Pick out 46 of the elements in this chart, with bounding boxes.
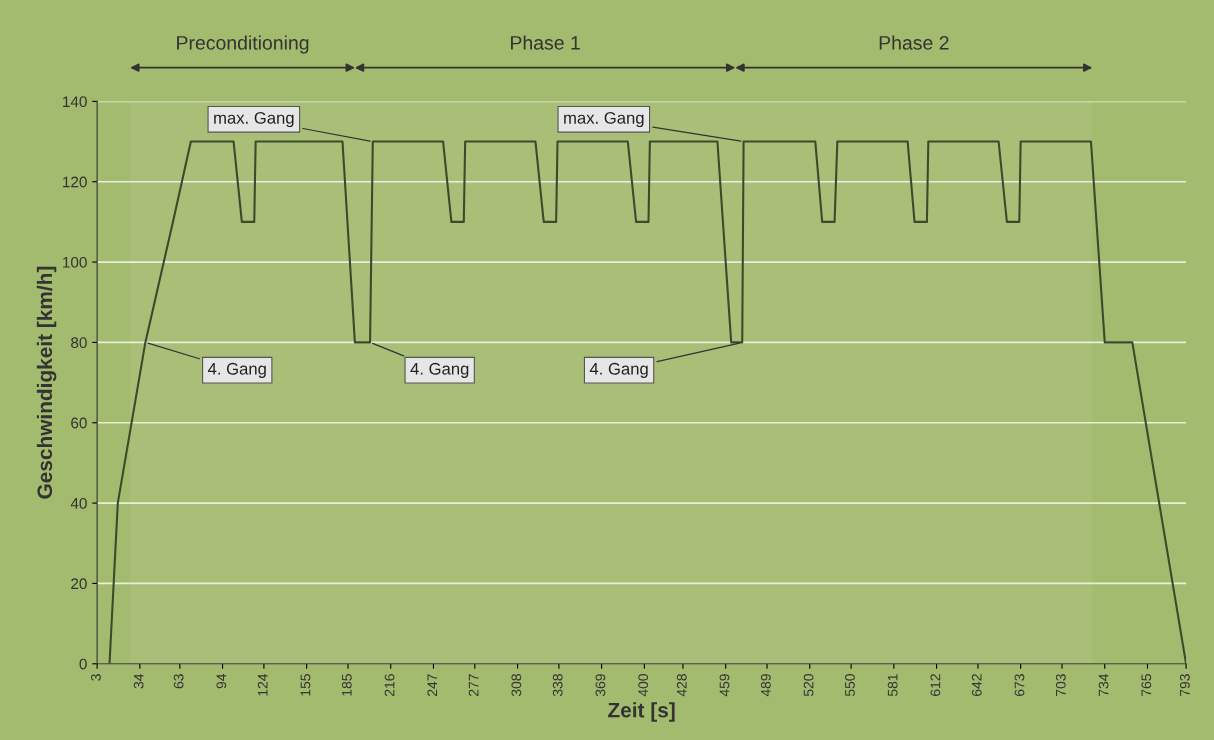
y-tick-label: 0 <box>79 658 87 670</box>
x-tick-label: 581 <box>887 674 898 697</box>
x-axis-title: Zeit [s] <box>608 702 675 722</box>
line-series <box>108 140 1187 664</box>
y-tick-label: 120 <box>63 176 87 188</box>
x-tick-label: 642 <box>971 674 982 696</box>
y-tick-label: 60 <box>71 417 87 429</box>
x-tick-label: 277 <box>468 674 479 696</box>
y-tick-label: 140 <box>63 96 87 108</box>
x-tick-label: 459 <box>719 674 730 697</box>
x-tick-label: 338 <box>552 674 563 697</box>
x-tick-label: 489 <box>760 674 771 697</box>
x-tick-label: 94 <box>216 673 227 689</box>
x-tick-label: 216 <box>384 674 395 696</box>
annotation: 4. Gang <box>410 362 469 378</box>
x-tick-label: 673 <box>1014 674 1025 696</box>
x-tick-label: 308 <box>511 674 522 697</box>
annotation: 4. Gang <box>589 362 648 378</box>
x-tick-label: 550 <box>845 674 855 697</box>
x-tick-label: 63 <box>173 674 184 689</box>
x-tick-label: 703 <box>1055 674 1066 696</box>
band-label: Preconditioning <box>177 35 309 54</box>
y-tick-label: 20 <box>71 578 87 590</box>
x-tick-label: 247 <box>427 674 438 696</box>
x-tick-label: 428 <box>676 674 687 697</box>
x-tick-label: 34 <box>133 673 144 689</box>
y-tick-label: 80 <box>71 337 87 349</box>
x-tick-label: 3 <box>91 674 101 681</box>
x-tick-label: 734 <box>1098 673 1109 696</box>
y-tick-label: 40 <box>70 497 87 509</box>
x-tick-label: 155 <box>300 674 311 696</box>
x-tick-label: 400 <box>638 674 649 697</box>
annotation: max. Gang <box>214 112 294 128</box>
band-label: Phase 2 <box>879 35 949 50</box>
x-tick-label: 520 <box>803 674 814 697</box>
x-tick-label: 765 <box>1141 674 1152 696</box>
x-tick-label: 124 <box>257 673 268 696</box>
band-label: Phase 1 <box>511 35 580 50</box>
x-tick-label: 185 <box>341 674 352 696</box>
y-tick-label: 100 <box>63 256 87 268</box>
x-tick-label: 369 <box>595 674 606 697</box>
annotation: 4. Gang <box>207 362 266 378</box>
x-tick-label: 793 <box>1179 674 1190 696</box>
y-axis-title: Geschwindigkeit [km/h] <box>36 266 57 499</box>
x-tick-label: 612 <box>930 674 941 696</box>
annotation: max. Gang <box>564 112 644 128</box>
